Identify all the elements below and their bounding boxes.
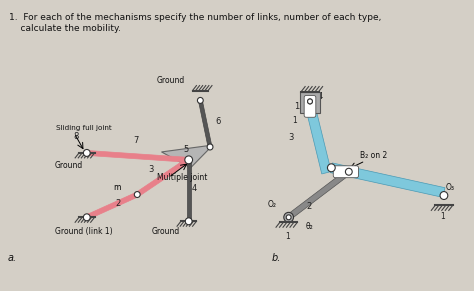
Circle shape [198, 97, 203, 103]
Text: m: m [113, 182, 120, 191]
Text: 7: 7 [133, 136, 138, 145]
Text: 8: 8 [73, 132, 79, 141]
Circle shape [284, 212, 293, 222]
Circle shape [308, 99, 312, 104]
Polygon shape [136, 158, 190, 197]
Text: 1: 1 [285, 232, 290, 241]
Circle shape [328, 164, 335, 172]
Text: 6: 6 [215, 117, 220, 126]
Circle shape [83, 150, 90, 156]
Circle shape [286, 215, 291, 220]
Bar [301, 92, 319, 113]
Text: 5: 5 [184, 145, 189, 154]
Text: 4: 4 [318, 93, 323, 102]
Polygon shape [305, 104, 331, 174]
Polygon shape [287, 169, 351, 220]
FancyBboxPatch shape [339, 167, 358, 176]
Polygon shape [87, 150, 189, 162]
Polygon shape [162, 145, 213, 168]
Text: calculate the mobility.: calculate the mobility. [9, 24, 121, 33]
Text: Ground (link 1): Ground (link 1) [55, 227, 112, 236]
Polygon shape [330, 163, 445, 197]
Circle shape [346, 168, 352, 175]
Text: Ground: Ground [152, 227, 180, 236]
Circle shape [440, 191, 448, 199]
Polygon shape [187, 160, 191, 221]
FancyBboxPatch shape [333, 166, 358, 178]
Text: 1: 1 [294, 102, 300, 111]
Circle shape [134, 191, 140, 198]
Text: B₂ on 2: B₂ on 2 [360, 151, 388, 160]
Circle shape [185, 156, 192, 164]
Text: Ground: Ground [55, 161, 83, 170]
Polygon shape [199, 100, 212, 148]
Text: Multiple joint: Multiple joint [157, 173, 207, 182]
Text: 1.  For each of the mechanisms specify the number of links, number of each type,: 1. For each of the mechanisms specify th… [9, 13, 382, 22]
Text: Sliding full joint: Sliding full joint [56, 125, 111, 131]
Text: 3: 3 [289, 133, 294, 141]
Text: 2: 2 [306, 202, 311, 211]
Text: O₂: O₂ [267, 200, 276, 210]
Circle shape [305, 97, 315, 107]
Text: a.: a. [7, 253, 16, 263]
Text: b.: b. [271, 253, 281, 263]
Text: 1: 1 [440, 212, 445, 221]
Text: O₃: O₃ [446, 182, 455, 191]
Circle shape [83, 214, 90, 221]
Text: θ₂: θ₂ [306, 222, 314, 231]
Text: 1: 1 [292, 116, 297, 125]
Circle shape [308, 99, 312, 104]
Text: 3: 3 [148, 165, 154, 174]
Text: 2: 2 [115, 199, 120, 208]
Circle shape [185, 218, 192, 225]
FancyBboxPatch shape [304, 95, 316, 117]
Polygon shape [86, 192, 138, 220]
Circle shape [207, 144, 213, 150]
Text: 4: 4 [191, 184, 197, 193]
Text: Ground: Ground [157, 76, 185, 85]
